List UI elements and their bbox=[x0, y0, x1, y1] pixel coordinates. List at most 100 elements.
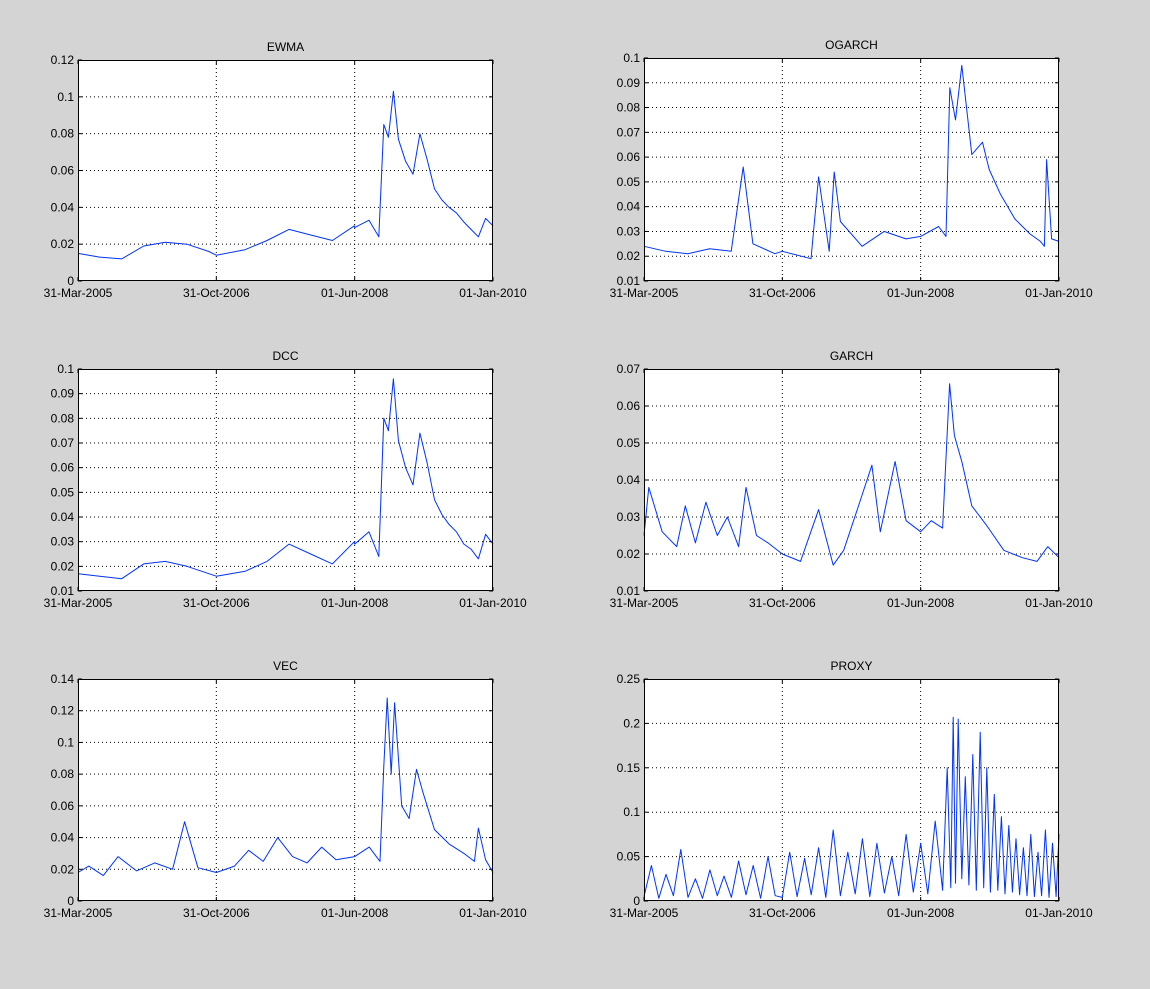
axes-frame bbox=[644, 58, 1059, 281]
series-line-garch bbox=[643, 383, 1060, 566]
y-tick-label: 0 bbox=[67, 894, 74, 908]
y-tick-label: 0.2 bbox=[623, 716, 640, 730]
y-tick-label: 0.06 bbox=[617, 399, 641, 413]
panel-ewma: 0 0.02 0.04 0.06 0.08 0.1 0.12 31-Mar-2005 31-Oc… bbox=[44, 40, 527, 300]
y-tick-label: 0.08 bbox=[617, 101, 641, 115]
x-tick-label: 31-Oct-2006 bbox=[183, 906, 250, 920]
x-tick-label: 31-Oct-2006 bbox=[749, 596, 816, 610]
y-tick-label: 0.06 bbox=[51, 461, 75, 475]
y-tick-label: 0.02 bbox=[51, 862, 75, 876]
y-tick-label: 0.03 bbox=[617, 224, 641, 238]
y-tick-label: 0.25 bbox=[617, 672, 641, 686]
x-tick-label: 01-Jan-2010 bbox=[459, 906, 527, 920]
x-tick-label: 01-Jun-2008 bbox=[321, 596, 389, 610]
axes-frame bbox=[78, 369, 493, 591]
x-tick-label: 31-Oct-2006 bbox=[749, 906, 816, 920]
y-tick-label: 0.08 bbox=[51, 767, 75, 781]
axes-frame bbox=[78, 60, 493, 281]
x-tick-label: 01-Jun-2008 bbox=[887, 906, 955, 920]
y-tick-label: 0.1 bbox=[623, 51, 640, 65]
panel-dcc: 0.01 0.02 0.03 0.04 0.05 0.06 0.07 0.08 0.09 0.1 3… bbox=[44, 349, 527, 610]
series-line-proxy bbox=[643, 716, 1060, 899]
y-tick-label: 0.04 bbox=[51, 831, 75, 845]
panel-garch: 0.01 0.02 0.03 0.04 0.05 0.06 0.07 31-Mar-2005 3… bbox=[610, 349, 1093, 610]
x-tick-label: 31-Mar-2005 bbox=[44, 906, 113, 920]
x-tick-label: 01-Jun-2008 bbox=[321, 906, 389, 920]
y-tick-label: 0.08 bbox=[51, 411, 75, 425]
chart-title: VEC bbox=[273, 659, 298, 673]
y-tick-label: 0.03 bbox=[51, 535, 75, 549]
plot-area bbox=[644, 58, 1059, 281]
y-tick-label: 0.1 bbox=[57, 362, 74, 376]
x-tick-label: 01-Jan-2010 bbox=[1025, 906, 1093, 920]
y-tick-label: 0.05 bbox=[617, 175, 641, 189]
chart-title: OGARCH bbox=[825, 38, 878, 52]
y-tick-label: 0.06 bbox=[51, 799, 75, 813]
y-tick-label: 0.04 bbox=[51, 510, 75, 524]
axes-frame bbox=[644, 369, 1059, 591]
x-tick-label: 31-Oct-2006 bbox=[183, 286, 250, 300]
y-tick-label: 0.01 bbox=[617, 584, 641, 598]
x-tick-label: 31-Mar-2005 bbox=[610, 596, 679, 610]
y-tick-label: 0.08 bbox=[51, 127, 75, 141]
panel-vec: 0 0.02 0.04 0.06 0.08 0.1 0.12 0.14 31-Mar-2005 3… bbox=[44, 659, 527, 920]
x-tick-label: 01-Jan-2010 bbox=[1025, 596, 1093, 610]
y-tick-label: 0.15 bbox=[617, 761, 641, 775]
y-tick-label: 0.02 bbox=[617, 249, 641, 263]
panel-ogarch: 0.01 0.02 0.03 0.04 0.05 0.06 0.07 0.08 0.09 0.1 3… bbox=[610, 38, 1093, 300]
x-tick-label: 31-Oct-2006 bbox=[749, 286, 816, 300]
y-tick-label: 0.02 bbox=[51, 237, 75, 251]
axes-frame bbox=[78, 679, 493, 901]
x-tick-label: 01-Jan-2010 bbox=[459, 286, 527, 300]
x-tick-label: 31-Oct-2006 bbox=[183, 596, 250, 610]
plot-area bbox=[78, 679, 493, 901]
x-tick-label: 01-Jan-2010 bbox=[1025, 286, 1093, 300]
x-tick-label: 31-Mar-2005 bbox=[610, 906, 679, 920]
y-tick-label: 0.04 bbox=[51, 200, 75, 214]
y-tick-label: 0.02 bbox=[51, 559, 75, 573]
y-tick-label: 0 bbox=[633, 894, 640, 908]
panel-proxy: 0 0.05 0.1 0.15 0.2 0.25 31-Mar-2005 31-Oct-200… bbox=[610, 659, 1093, 920]
series-line-ogarch bbox=[643, 64, 1060, 260]
y-tick-label: 0 bbox=[67, 274, 74, 288]
x-tick-label: 31-Mar-2005 bbox=[44, 596, 113, 610]
series-line-vec bbox=[77, 697, 494, 877]
plot-area bbox=[78, 369, 493, 591]
y-tick-label: 0.12 bbox=[51, 53, 75, 67]
x-tick-label: 01-Jun-2008 bbox=[321, 286, 389, 300]
y-tick-label: 0.05 bbox=[617, 436, 641, 450]
y-tick-label: 0.09 bbox=[617, 76, 641, 90]
y-tick-label: 0.1 bbox=[57, 90, 74, 104]
y-tick-label: 0.07 bbox=[51, 436, 75, 450]
x-tick-label: 31-Mar-2005 bbox=[610, 286, 679, 300]
chart-title: DCC bbox=[273, 349, 299, 363]
y-tick-label: 0.09 bbox=[51, 387, 75, 401]
axes-frame bbox=[644, 679, 1059, 901]
y-tick-label: 0.1 bbox=[623, 805, 640, 819]
y-tick-label: 0.05 bbox=[617, 850, 641, 864]
chart-title: PROXY bbox=[830, 659, 872, 673]
y-tick-label: 0.07 bbox=[617, 362, 641, 376]
y-tick-label: 0.02 bbox=[617, 547, 641, 561]
y-tick-label: 0.04 bbox=[617, 200, 641, 214]
y-tick-label: 0.04 bbox=[617, 473, 641, 487]
x-tick-label: 31-Mar-2005 bbox=[44, 286, 113, 300]
x-tick-label: 01-Jun-2008 bbox=[887, 596, 955, 610]
y-tick-label: 0.07 bbox=[617, 125, 641, 139]
y-tick-label: 0.05 bbox=[51, 485, 75, 499]
plot-area bbox=[78, 60, 493, 281]
y-tick-label: 0.01 bbox=[51, 584, 75, 598]
y-tick-label: 0.1 bbox=[57, 735, 74, 749]
plot-area bbox=[644, 369, 1059, 591]
y-tick-label: 0.06 bbox=[617, 150, 641, 164]
x-tick-label: 01-Jun-2008 bbox=[887, 286, 955, 300]
series-line-dcc bbox=[77, 378, 494, 580]
series-line-ewma bbox=[77, 90, 494, 260]
chart-title: GARCH bbox=[830, 349, 873, 363]
chart-title: EWMA bbox=[267, 40, 304, 54]
y-tick-label: 0.14 bbox=[51, 672, 75, 686]
y-tick-label: 0.01 bbox=[617, 274, 641, 288]
y-tick-label: 0.03 bbox=[617, 510, 641, 524]
